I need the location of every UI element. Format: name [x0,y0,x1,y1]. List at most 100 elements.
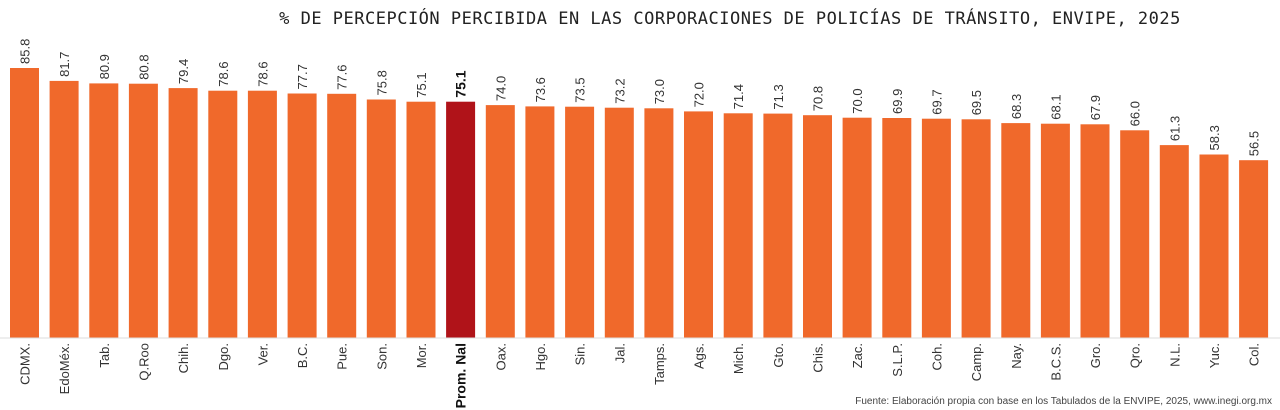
value-label: 75.1 [414,72,429,97]
bar [49,80,79,339]
category-label: Tamps. [652,343,667,385]
value-label: 67.9 [1088,95,1103,120]
value-label: 56.5 [1247,131,1262,156]
bar [1080,124,1110,338]
category-label: EdoMéx. [57,343,72,394]
category-label: Prom. Nal [453,343,469,408]
bar [644,108,674,338]
value-label: 69.5 [969,90,984,115]
category-label: Qro. [1128,343,1143,368]
bar [406,101,436,338]
category-label: Pue. [335,343,350,370]
bar [604,107,634,338]
value-label: 75.1 [453,70,469,97]
value-label: 70.0 [850,88,865,113]
value-label: 71.3 [771,84,786,109]
bars-group [10,68,1269,339]
category-label: Dgo. [216,343,231,370]
category-label: Gto. [771,343,786,368]
bar [842,117,872,338]
category-label: Gro. [1088,343,1103,368]
category-label: Q.Roo [136,343,151,381]
value-label: 78.6 [255,61,270,86]
category-label: Coh. [929,343,944,370]
value-label: 77.7 [295,64,310,89]
bar [247,90,277,338]
category-label: CDMX. [18,343,33,385]
category-label: Zac. [850,343,865,368]
value-label: 70.8 [811,86,826,111]
chart-title: % DE PERCEPCIÓN PERCIBIDA EN LAS CORPORA… [279,9,1181,29]
value-label: 66.0 [1128,101,1143,126]
value-label: 72.0 [692,82,707,107]
bar [1199,154,1229,338]
category-label: Camp. [969,343,984,381]
category-label: Col. [1247,343,1262,366]
bar [882,118,912,338]
category-label: Sin. [573,343,588,365]
bar [1001,123,1031,338]
value-label: 75.8 [374,70,389,95]
category-label: Tab. [97,343,112,368]
value-label: 73.2 [612,78,627,103]
value-label: 68.1 [1048,94,1063,119]
bar [208,90,238,338]
bar [10,68,39,338]
bar [763,113,793,338]
bar [287,93,317,338]
source-note: Fuente: Elaboración propia con base en l… [855,396,1272,407]
value-label: 77.6 [335,64,350,89]
bar [684,111,713,339]
value-label: 74.0 [493,76,508,101]
bar [89,83,119,339]
value-label: 79.4 [176,59,191,84]
value-label: 73.5 [573,77,588,102]
category-label: Son. [374,343,389,370]
bar [1120,130,1150,338]
value-label: 80.8 [136,54,151,79]
bar [485,105,515,338]
category-label: Yuc. [1207,343,1222,368]
category-label: Ver. [255,343,270,365]
category-label: Nay. [1009,343,1024,369]
category-label: B.C.S. [1048,343,1063,381]
bar [803,115,832,338]
bar [366,99,396,338]
category-label: Mich. [731,343,746,374]
value-label: 61.3 [1167,116,1182,141]
bar [525,106,555,339]
category-labels-group: CDMX. EdoMéx. Tab. Q.Roo Chih. Dgo. Ver. B.C. Pu… [18,343,1262,408]
value-labels-group: 85.8 81.7 80.9 80.8 79.4 78.6 78.6 77.7 77.6 75.8… [18,39,1262,157]
value-label: 68.3 [1009,94,1024,119]
bar [1159,145,1189,338]
bar [128,83,158,338]
category-label: N.L. [1167,343,1182,367]
category-label: Jal. [612,343,627,363]
bar [327,93,357,338]
bar [921,118,951,338]
category-label: S.L.P. [890,343,905,377]
category-label: Mor. [414,343,429,368]
value-label: 71.4 [731,84,746,109]
category-label: Ags. [692,343,707,369]
bar [565,106,595,338]
bar [961,119,991,338]
value-label: 78.6 [216,61,231,86]
value-label: 85.8 [18,39,33,64]
value-label: 73.6 [533,77,548,102]
value-label: 81.7 [57,52,72,77]
bar [723,113,753,338]
category-label: B.C. [295,343,310,368]
bar [1040,123,1070,338]
category-label: Hgo. [533,343,548,370]
value-label: 69.7 [929,89,944,114]
category-label: Oax. [493,343,508,370]
category-label: Chih. [176,343,191,373]
value-label: 69.9 [890,89,905,114]
bar [1239,160,1269,338]
bar [168,88,198,338]
bar-highlight [446,101,476,338]
category-label: Chis. [811,343,826,373]
